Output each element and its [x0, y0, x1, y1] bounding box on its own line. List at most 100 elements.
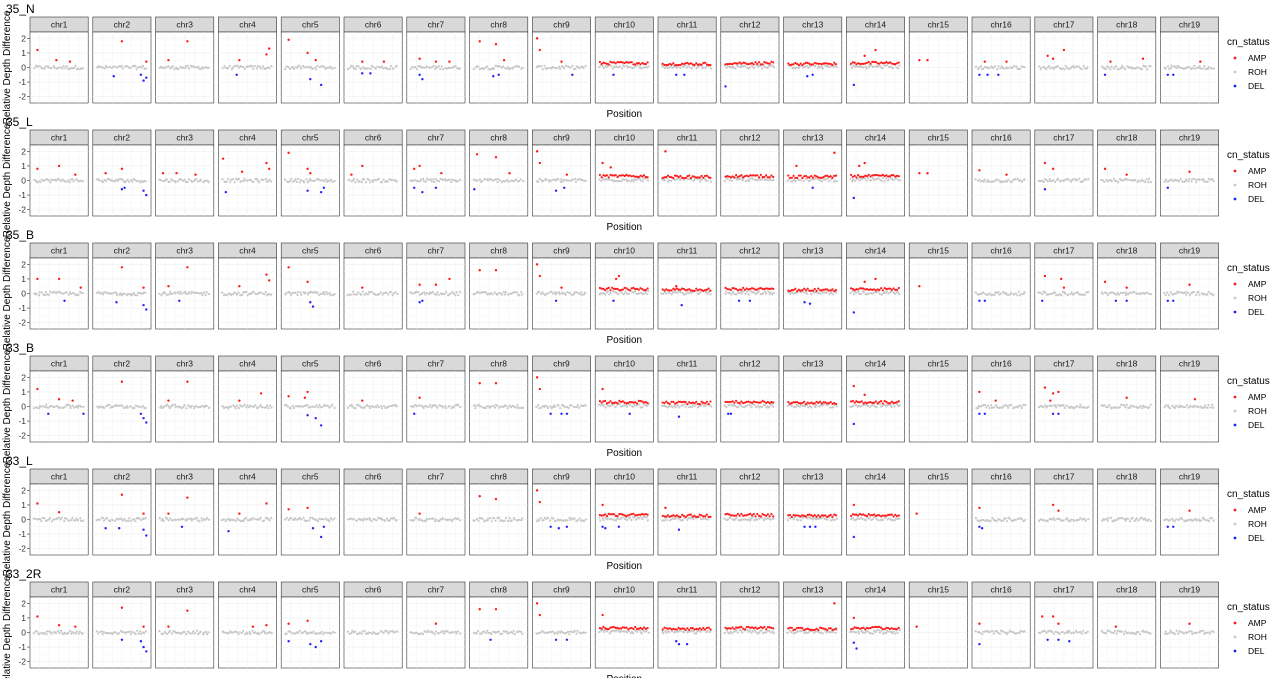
roh-point [193, 66, 197, 69]
roh-point [1206, 67, 1209, 71]
roh-point [475, 517, 478, 521]
roh-point [258, 405, 261, 408]
roh-point [1086, 66, 1089, 69]
facet-strip-label: chr8 [490, 246, 507, 256]
roh-point [1012, 178, 1015, 182]
roh-point [728, 291, 731, 295]
roh-point [730, 293, 733, 296]
roh-point [1202, 180, 1206, 183]
roh-point [240, 180, 243, 183]
roh-point [1195, 181, 1198, 184]
roh-point [584, 404, 587, 407]
roh-point [413, 179, 416, 182]
roh-point [690, 291, 693, 294]
amp-band-point [733, 176, 736, 179]
roh-point [575, 520, 578, 523]
roh-point [39, 181, 42, 184]
roh-point [805, 292, 809, 295]
roh-point [621, 516, 624, 519]
roh-point [992, 66, 995, 69]
roh-point [247, 65, 251, 68]
roh-point [982, 67, 985, 70]
facet-panel-chr3: chr3 [155, 242, 215, 330]
roh-point [432, 178, 435, 181]
roh-point [876, 65, 879, 69]
roh-point [1073, 407, 1076, 410]
roh-point [418, 517, 421, 520]
roh-point [1134, 179, 1137, 182]
facet-strip-label: chr7 [428, 472, 445, 482]
roh-point [133, 518, 136, 521]
roh-point [69, 292, 73, 296]
roh-point [201, 404, 204, 408]
roh-point [416, 180, 419, 183]
roh-point [72, 66, 76, 69]
amp-band-point [862, 287, 865, 290]
roh-point [377, 293, 381, 296]
roh-point [569, 518, 572, 521]
amp-band-point [641, 288, 644, 291]
amp-band-point [824, 174, 827, 177]
amp-band-point [642, 513, 646, 516]
roh-point [459, 178, 462, 181]
roh-point [440, 65, 443, 68]
roh-point [849, 177, 852, 180]
amp-band-point [826, 174, 829, 177]
roh-point [1062, 404, 1065, 407]
roh-point [997, 64, 1000, 68]
roh-point [243, 518, 246, 521]
roh-point [751, 177, 754, 180]
roh-point [313, 179, 316, 182]
amp-band-point [743, 288, 747, 291]
roh-point [1185, 178, 1188, 181]
facet-strip-label: chr2 [114, 246, 131, 256]
roh-point [662, 178, 665, 181]
facet-strip-label: chr2 [114, 133, 131, 143]
roh-point [347, 68, 350, 71]
roh-point [794, 180, 797, 183]
roh-point [133, 294, 137, 297]
roh-point [572, 178, 575, 181]
roh-point [1212, 67, 1215, 70]
roh-point [168, 406, 171, 410]
roh-point [205, 404, 208, 408]
facet-panel-chr6: chr6 [343, 129, 403, 217]
amp-band-point [673, 64, 677, 67]
roh-point [677, 404, 680, 407]
facet-panel-chr4: chr4 [218, 242, 277, 330]
roh-point [560, 178, 563, 181]
roh-point [1170, 64, 1173, 67]
amp-band-point [804, 403, 808, 406]
roh-point [802, 66, 806, 69]
roh-point [1188, 294, 1191, 297]
roh-point [425, 405, 428, 408]
roh-point [297, 290, 300, 294]
roh-point [540, 406, 543, 409]
roh-point [420, 404, 423, 407]
roh-point [609, 517, 612, 520]
amp-band-point [623, 514, 626, 517]
amp-band-point [724, 400, 727, 404]
facet-panel-chr1: chr1 [29, 355, 89, 443]
amp-band-point [885, 288, 888, 291]
roh-point [1053, 291, 1057, 294]
roh-point [486, 65, 489, 68]
amp-band-point [625, 173, 628, 176]
roh-point [725, 290, 728, 293]
roh-point [568, 516, 571, 519]
roh-point [572, 293, 575, 296]
roh-point [1007, 178, 1010, 181]
amp-band-point [881, 62, 885, 65]
roh-point [503, 519, 506, 522]
roh-point [68, 404, 72, 407]
roh-point [540, 65, 543, 68]
facet-strip-label: chr9 [553, 20, 570, 30]
roh-point [487, 68, 490, 71]
roh-point [285, 291, 288, 294]
amp-band-point [607, 512, 610, 516]
roh-point [411, 292, 414, 295]
roh-point [1141, 291, 1144, 294]
roh-point [510, 519, 513, 522]
roh-point [1203, 292, 1206, 295]
